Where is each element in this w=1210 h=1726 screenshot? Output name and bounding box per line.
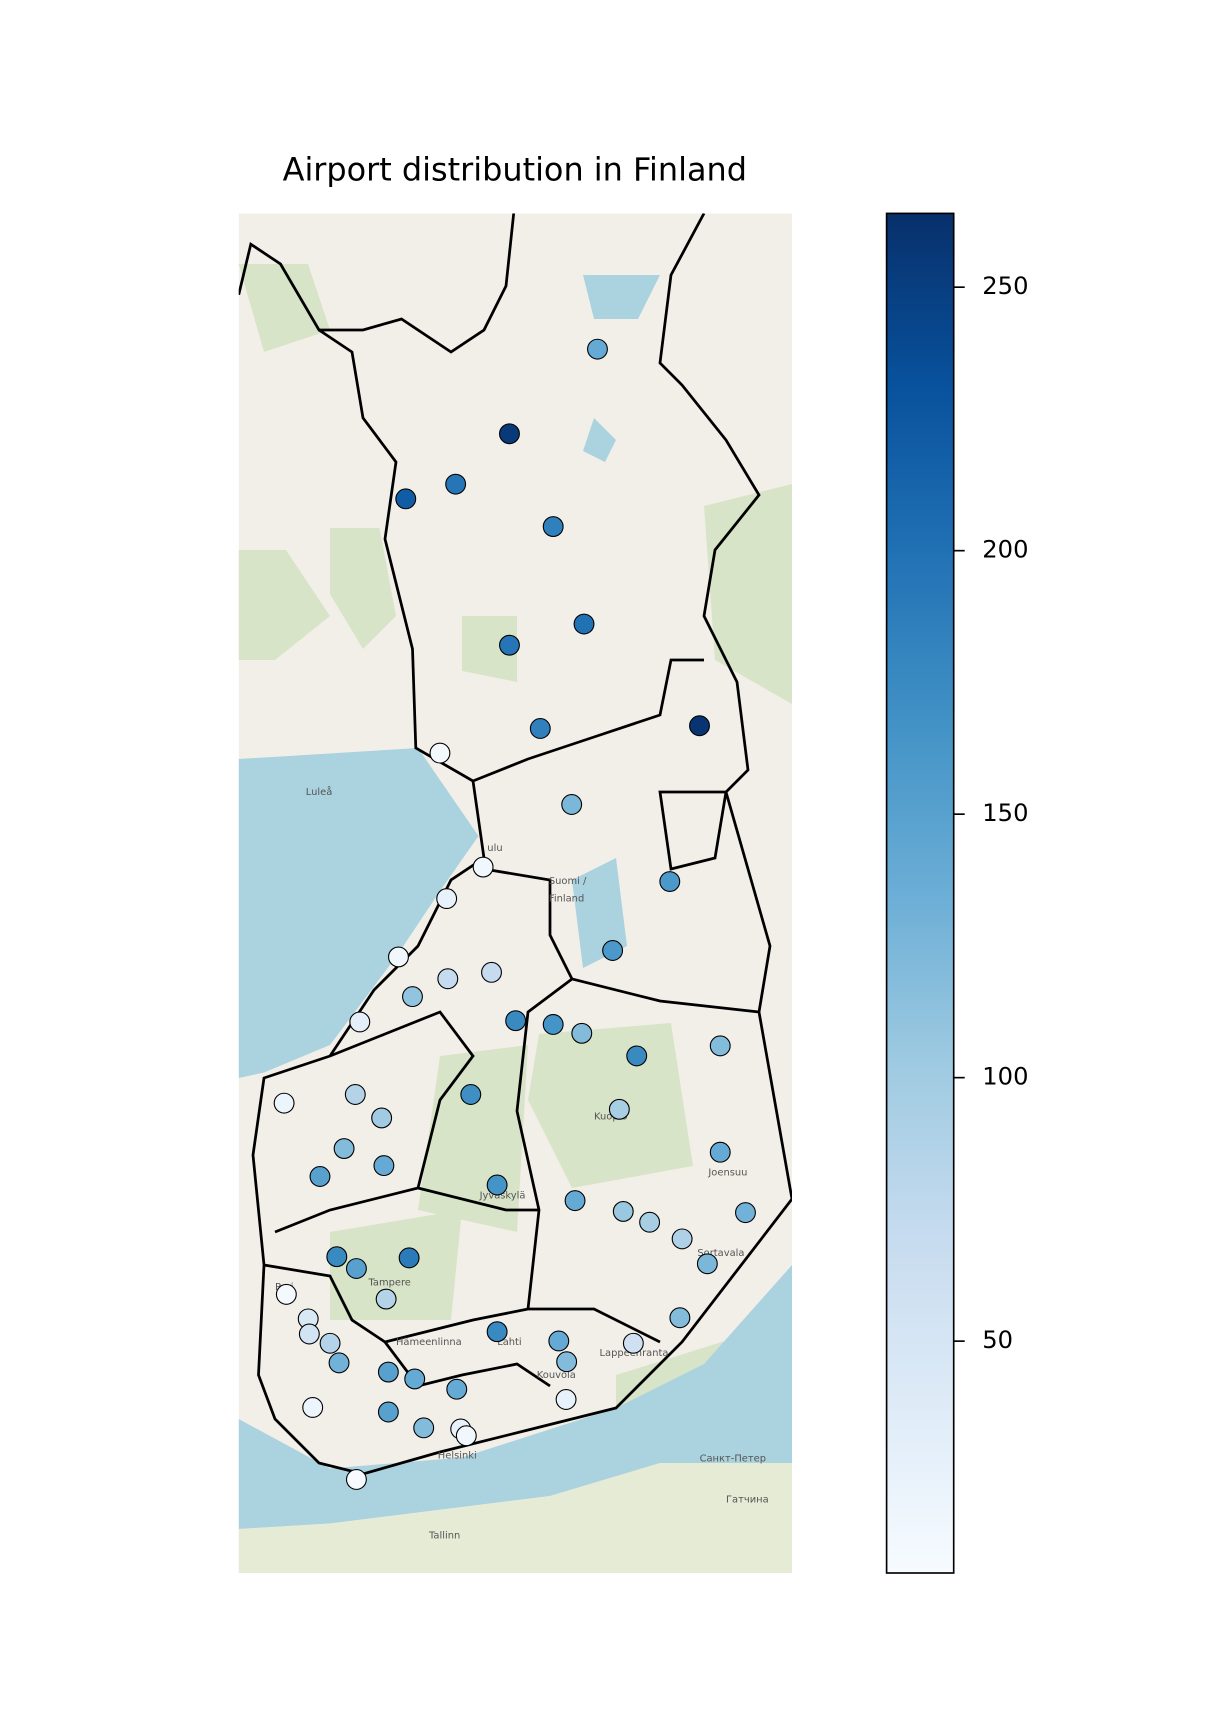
map-label: Lahti bbox=[497, 1337, 521, 1348]
airport-point bbox=[561, 794, 583, 815]
airport-point bbox=[564, 1190, 586, 1212]
airport-point bbox=[548, 1330, 570, 1352]
airport-point bbox=[529, 718, 551, 739]
airport-point bbox=[344, 1084, 366, 1105]
airport-point bbox=[735, 1202, 756, 1224]
airport-point bbox=[709, 1035, 731, 1057]
airport-point bbox=[460, 1084, 482, 1105]
airport-point bbox=[373, 1155, 395, 1177]
airport-point bbox=[402, 986, 423, 1008]
airport-point bbox=[542, 516, 564, 538]
airport-point bbox=[309, 1166, 331, 1187]
airport-point bbox=[542, 1014, 564, 1035]
airport-point bbox=[375, 1288, 397, 1310]
map-label: Helsinki bbox=[438, 1450, 477, 1461]
airport-point bbox=[333, 1138, 355, 1160]
airport-point bbox=[626, 1045, 648, 1067]
airport-point bbox=[556, 1351, 578, 1373]
airport-point bbox=[659, 871, 681, 892]
map-label: Kouvola bbox=[537, 1370, 576, 1381]
airport-point bbox=[302, 1397, 324, 1418]
airport-point bbox=[328, 1352, 350, 1374]
airport-point bbox=[669, 1307, 691, 1329]
airport-point bbox=[486, 1174, 508, 1196]
airport-point bbox=[446, 1378, 468, 1400]
airport-point bbox=[472, 856, 494, 878]
airport-point bbox=[612, 1200, 634, 1222]
airport-point bbox=[436, 888, 458, 910]
points bbox=[273, 338, 756, 1490]
airport-point bbox=[275, 1283, 297, 1305]
airport-point bbox=[377, 1401, 399, 1423]
map-label: Jyväskylä bbox=[479, 1191, 526, 1202]
airport-point bbox=[587, 338, 608, 360]
map-label: Kuopio bbox=[594, 1112, 627, 1123]
airport-point bbox=[326, 1246, 348, 1268]
airport-point bbox=[395, 488, 417, 510]
airport-point bbox=[437, 968, 459, 990]
colorbar-tick-label: 150 bbox=[982, 799, 1028, 827]
airport-point bbox=[413, 1417, 435, 1439]
map-label: ulu bbox=[487, 843, 502, 854]
airport-point bbox=[377, 1361, 399, 1383]
airport-point bbox=[696, 1253, 718, 1275]
colorbar-tick-label: 50 bbox=[982, 1326, 1013, 1354]
airport-point bbox=[555, 1389, 577, 1410]
airport-point bbox=[455, 1425, 477, 1447]
airport-point bbox=[499, 423, 520, 445]
airport-point bbox=[349, 1011, 371, 1033]
map-background: Luleå ulu Suomi / Finland Kuopio Joensuu… bbox=[238, 213, 793, 1574]
airport-point bbox=[573, 613, 595, 635]
airport-point bbox=[499, 634, 520, 656]
airport-point bbox=[571, 1022, 593, 1044]
airport-point bbox=[639, 1211, 661, 1233]
colorbar bbox=[885, 212, 955, 1574]
airport-point bbox=[481, 961, 502, 983]
airport-point bbox=[622, 1332, 644, 1354]
colorbar-ticks: 50 100 150 200 250 bbox=[953, 272, 1028, 1354]
airport-point bbox=[505, 1010, 527, 1032]
map-label: Sortavala bbox=[697, 1248, 744, 1259]
airport-point bbox=[345, 1469, 367, 1490]
airport-point bbox=[445, 473, 467, 495]
map-label: Tampere bbox=[368, 1278, 411, 1289]
chart-title: Airport distribution in Finland bbox=[283, 151, 747, 189]
map-label: Luleå bbox=[306, 785, 333, 798]
airport-point bbox=[371, 1107, 393, 1129]
map-label: Hämeenlinna bbox=[396, 1337, 462, 1348]
colorbar-tick-label: 200 bbox=[982, 536, 1028, 564]
airport-point bbox=[319, 1332, 341, 1354]
airport-point bbox=[608, 1098, 630, 1120]
map-label: Joensuu bbox=[707, 1168, 747, 1179]
airport-point bbox=[388, 946, 409, 968]
airport-point bbox=[273, 1092, 295, 1114]
map-label: Finland bbox=[549, 894, 584, 905]
map-label: Suomi / bbox=[549, 876, 587, 887]
airport-point bbox=[345, 1258, 367, 1279]
airport-point bbox=[398, 1247, 420, 1269]
airport-point bbox=[298, 1323, 320, 1345]
airport-point bbox=[429, 742, 451, 764]
map-label: Tallinn bbox=[428, 1531, 460, 1542]
colorbar-tick-label: 100 bbox=[982, 1063, 1028, 1091]
airport-point bbox=[602, 940, 624, 961]
airport-point bbox=[671, 1228, 693, 1250]
map-label: Гатчина bbox=[726, 1494, 769, 1505]
map-label: Санкт-Петер bbox=[700, 1454, 766, 1465]
airport-point bbox=[689, 715, 710, 737]
colorbar-tick-label: 250 bbox=[982, 272, 1028, 300]
airport-point bbox=[486, 1321, 508, 1343]
airport-point bbox=[709, 1141, 731, 1163]
airport-point bbox=[404, 1368, 426, 1390]
